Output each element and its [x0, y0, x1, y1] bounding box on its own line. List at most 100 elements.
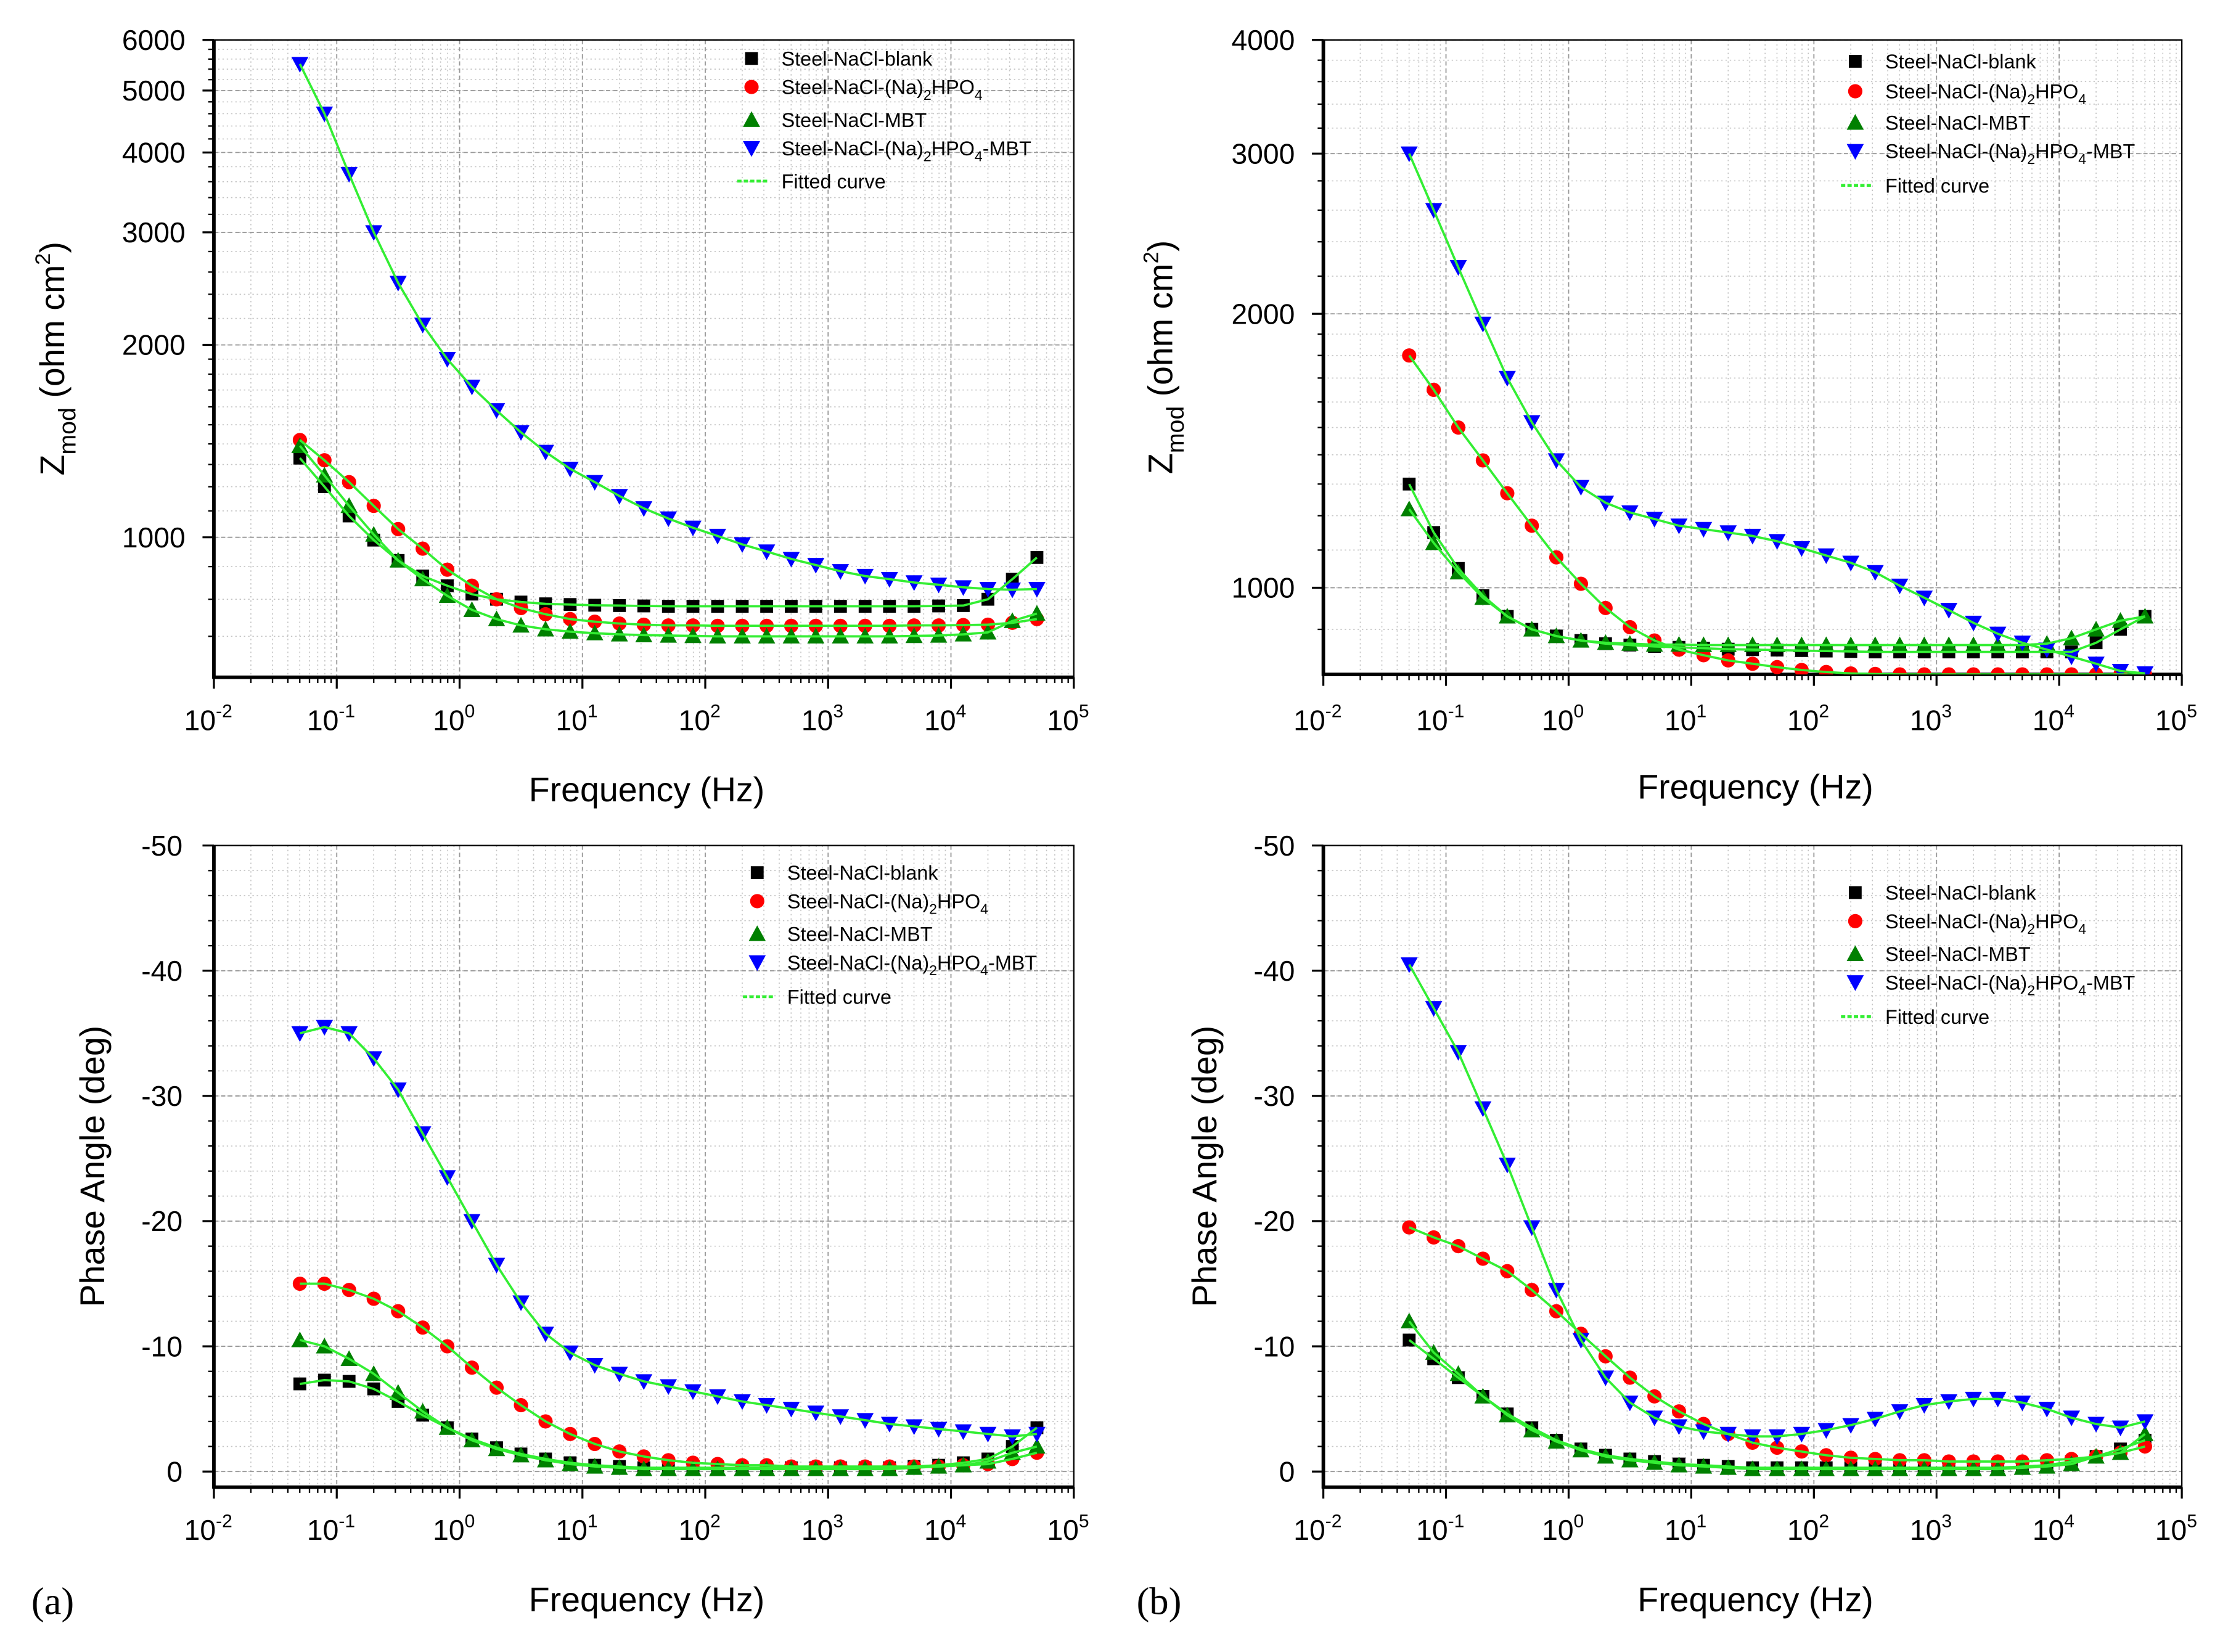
data-point	[2039, 667, 2054, 675]
data-point	[1028, 582, 1046, 598]
panel-label-b: (b)	[1137, 1579, 1182, 1622]
y-tick-label: -50	[1253, 830, 1295, 862]
data-point	[1794, 663, 1809, 675]
legend-label: Steel-NaCl-(Na)2​HPO4​	[787, 890, 988, 917]
chart-panel-2: 10-2 10-1 100 101 102 103 104 105 1000 2000 3000 40…	[1139, 24, 2197, 806]
legend-label: Steel-NaCl-(Na)2​HPO4​-MBT	[1885, 141, 2136, 167]
fitted-curve	[299, 1026, 1038, 1438]
data-point	[292, 1276, 307, 1291]
fitted-curve	[1409, 1226, 2145, 1463]
legend-marker	[750, 894, 764, 909]
series-Steel-NaCl-(Na)2HPO4-MBT	[291, 1020, 1046, 1446]
x-tick-label: 102	[679, 1511, 721, 1546]
data-point	[293, 1377, 306, 1391]
y-tick-label: -40	[1253, 955, 1295, 987]
x-tick-label: 104	[924, 701, 966, 737]
legend-label: Steel-NaCl-MBT	[1885, 112, 2031, 134]
legend-label: Steel-NaCl-blank	[782, 47, 933, 70]
x-axis-title: Frequency (Hz)	[529, 771, 764, 809]
legend: Steel-NaCl-blank Steel-NaCl-(Na)2​HPO4​ St…	[743, 862, 1037, 1008]
fitted-curve	[1408, 153, 2145, 675]
x-tick-label: 104	[2033, 1511, 2074, 1546]
y-axis-title: Phase Angle (deg)	[73, 1026, 112, 1307]
legend-label: Steel-NaCl-(Na)2​HPO4​	[1885, 81, 2086, 107]
plot-area	[291, 57, 1046, 644]
fitted-curve	[1408, 1339, 2146, 1469]
x-tick-label: 10-2	[184, 1511, 232, 1546]
y-tick-label: -20	[1253, 1205, 1295, 1237]
data-point	[291, 1331, 309, 1347]
legend-label: Steel-NaCl-MBT	[787, 923, 933, 946]
legend-label: Steel-NaCl-(Na)2​HPO4​-MBT	[787, 952, 1038, 978]
x-tick-label: 105	[1047, 701, 1089, 737]
legend-marker	[1848, 886, 1862, 899]
data-point	[1868, 666, 1883, 675]
fitted-curve	[299, 457, 1038, 608]
y-tick-label: 4000	[1231, 24, 1295, 56]
data-point	[1966, 667, 1981, 675]
data-point	[1402, 1220, 1417, 1235]
x-tick-label: 105	[1047, 1511, 1089, 1546]
plot-area	[1400, 146, 2154, 675]
x-tick-label: 103	[1910, 701, 1952, 737]
legend-label: Steel-NaCl-MBT	[1885, 943, 2031, 965]
legend-marker	[1846, 945, 1864, 962]
x-axis-title: Frequency (Hz)	[1637, 1580, 1873, 1619]
legend-label-fit: Fitted curve	[1885, 174, 1989, 197]
legend-marker	[1846, 114, 1864, 130]
y-tick-label: 3000	[122, 216, 186, 248]
chart-panel-1: 10-2 10-1 100 101 102 103 104 105 1000 2000 3000 40…	[31, 24, 1089, 809]
fitted-curve	[1408, 354, 2145, 675]
x-tick-label: 103	[801, 701, 843, 737]
data-point	[1991, 667, 2005, 675]
legend-label-fit: Fitted curve	[1885, 1006, 1989, 1028]
data-point	[1028, 1437, 1046, 1454]
legend: Steel-NaCl-blank Steel-NaCl-(Na)2​HPO4​ St…	[1841, 51, 2135, 197]
fitted-curve	[299, 439, 1038, 628]
fitted-curve	[1408, 1320, 2146, 1471]
x-tick-label: 100	[1542, 701, 1584, 737]
legend-marker	[1846, 144, 1864, 160]
data-point	[291, 1026, 309, 1042]
legend: Steel-NaCl-blank Steel-NaCl-(Na)2​HPO4​ St…	[737, 47, 1031, 192]
legend-marker	[748, 925, 766, 941]
data-point	[2064, 667, 2079, 675]
x-tick-label: 104	[924, 1511, 966, 1546]
fitted-curve	[299, 445, 1038, 638]
legend-marker	[1848, 84, 1862, 99]
y-tick-label: 2000	[122, 329, 186, 361]
data-point	[1917, 667, 1931, 675]
x-tick-label: 101	[1665, 701, 1706, 737]
y-tick-label: 2000	[1231, 298, 1295, 330]
data-point	[2111, 663, 2129, 675]
legend-label: Steel-NaCl-blank	[1885, 882, 2037, 904]
plot-area	[291, 1020, 1046, 1476]
legend-marker	[750, 866, 764, 880]
panel-label-a: (a)	[31, 1579, 74, 1622]
fitted-curve	[299, 1339, 1038, 1471]
y-tick-label: 0	[166, 1455, 182, 1487]
y-tick-label: 1000	[1231, 572, 1295, 604]
legend-marker	[1846, 975, 1864, 991]
x-axis-title: Frequency (Hz)	[529, 1580, 764, 1619]
y-tick-label: -30	[1253, 1080, 1295, 1112]
fitted-curve	[1408, 963, 2145, 1438]
x-tick-label: 103	[1910, 1511, 1952, 1546]
y-axis-title: Zmod (ohm cm2)	[1139, 240, 1189, 474]
y-axis-title: Zmod (ohm cm2)	[31, 242, 81, 475]
legend-label: Steel-NaCl-blank	[787, 862, 939, 884]
legend-label-fit: Fitted curve	[782, 170, 886, 192]
x-tick-label: 105	[2155, 701, 2197, 737]
plot-area	[1400, 957, 2154, 1476]
legend-label: Steel-NaCl-(Na)2​HPO4​-MBT	[1885, 971, 2136, 998]
data-point	[1402, 348, 1417, 363]
legend-marker	[744, 80, 759, 94]
y-tick-label: -50	[141, 830, 182, 862]
x-tick-label: 100	[433, 701, 475, 737]
y-tick-label: -20	[141, 1205, 182, 1237]
data-point	[2015, 667, 2030, 675]
x-axis-title: Frequency (Hz)	[1637, 767, 1873, 806]
x-tick-label: 102	[1787, 1511, 1829, 1546]
series-Steel-NaCl-(Na)2HPO4	[292, 1276, 1044, 1474]
x-tick-label: 100	[433, 1511, 475, 1546]
